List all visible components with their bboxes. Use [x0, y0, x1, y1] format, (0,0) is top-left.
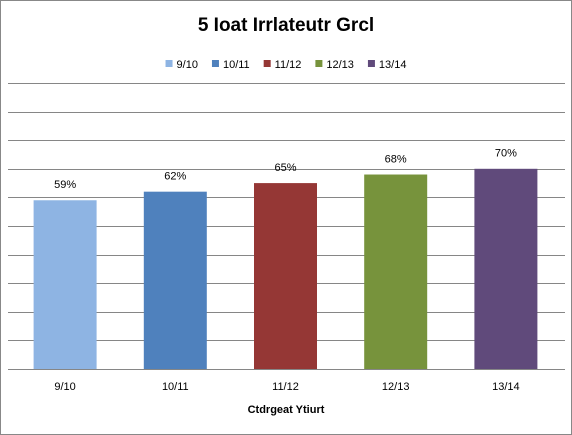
data-label: 59%: [54, 179, 76, 191]
chart-title: 5 Ioat Irrlateutr Grcl: [198, 15, 374, 36]
data-label: 65%: [274, 162, 296, 174]
x-tick-label: 13/14: [492, 381, 520, 393]
legend-label: 9/10: [177, 59, 198, 71]
legend-label: 11/12: [275, 59, 302, 71]
legend-swatch: [211, 60, 219, 67]
bar: [143, 191, 207, 369]
legend-label: 12/13: [326, 59, 354, 71]
x-axis-title: Ctdrgeat Ytiurt: [248, 404, 325, 416]
x-tick-label: 12/13: [382, 381, 410, 393]
data-label: 68%: [385, 153, 407, 165]
bar: [474, 168, 538, 369]
legend-swatch: [165, 60, 173, 67]
legend-label: 13/14: [379, 59, 407, 71]
x-tick-label: 11/12: [272, 381, 299, 393]
x-tick-label: 10/11: [162, 381, 189, 393]
data-label: 70%: [495, 148, 517, 160]
x-tick-label: 9/10: [54, 381, 75, 393]
legend-swatch: [367, 60, 375, 67]
bar: [254, 183, 317, 369]
legend-label: 10/11: [223, 59, 250, 71]
legend-swatch: [315, 60, 323, 67]
bar: [33, 200, 97, 369]
data-label: 62%: [164, 171, 186, 183]
bar: [364, 174, 428, 369]
legend-swatch: [263, 60, 271, 67]
